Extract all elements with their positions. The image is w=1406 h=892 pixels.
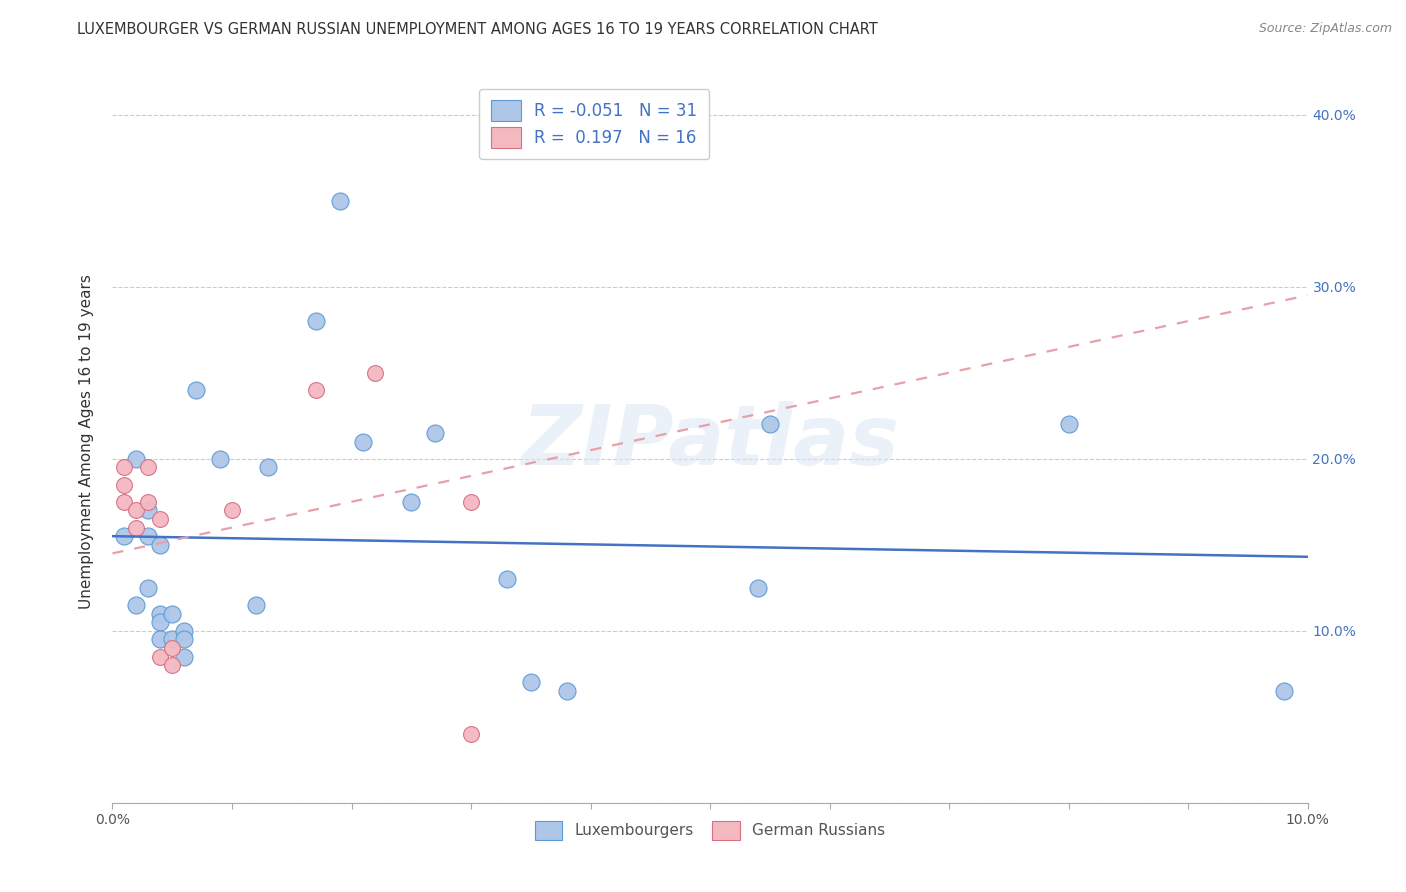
Point <box>125 520 148 534</box>
Point <box>221 503 243 517</box>
Y-axis label: Unemployment Among Ages 16 to 19 years: Unemployment Among Ages 16 to 19 years <box>79 274 94 609</box>
Point <box>149 607 172 621</box>
Point <box>138 494 160 508</box>
Point <box>162 632 183 647</box>
Point <box>149 512 172 526</box>
Point <box>162 607 183 621</box>
Point <box>125 503 148 517</box>
Legend: Luxembourgers, German Russians: Luxembourgers, German Russians <box>529 815 891 846</box>
Point <box>125 598 148 612</box>
Point <box>138 529 160 543</box>
Point <box>114 460 135 475</box>
Point <box>209 451 232 466</box>
Point <box>149 538 172 552</box>
Point <box>555 684 578 698</box>
Point <box>173 649 195 664</box>
Point <box>173 624 195 638</box>
Point <box>759 417 782 432</box>
Point <box>401 494 423 508</box>
Point <box>138 460 160 475</box>
Point <box>173 632 195 647</box>
Point <box>125 451 148 466</box>
Point <box>353 434 375 449</box>
Point <box>329 194 352 208</box>
Point <box>114 494 135 508</box>
Point <box>305 383 328 397</box>
Point <box>257 460 280 475</box>
Point <box>364 366 387 380</box>
Text: Source: ZipAtlas.com: Source: ZipAtlas.com <box>1258 22 1392 36</box>
Point <box>460 494 482 508</box>
Point <box>425 425 447 440</box>
Point <box>149 632 172 647</box>
Point <box>162 640 183 655</box>
Point <box>149 649 172 664</box>
Point <box>305 314 328 328</box>
Point <box>186 383 208 397</box>
Point <box>1272 684 1295 698</box>
Point <box>138 581 160 595</box>
Point <box>162 658 183 673</box>
Point <box>114 529 135 543</box>
Text: ZIPatlas: ZIPatlas <box>522 401 898 482</box>
Point <box>138 503 160 517</box>
Point <box>114 477 135 491</box>
Point <box>747 581 769 595</box>
Point <box>520 675 543 690</box>
Point <box>1057 417 1080 432</box>
Point <box>149 615 172 630</box>
Text: LUXEMBOURGER VS GERMAN RUSSIAN UNEMPLOYMENT AMONG AGES 16 TO 19 YEARS CORRELATIO: LUXEMBOURGER VS GERMAN RUSSIAN UNEMPLOYM… <box>77 22 879 37</box>
Point <box>496 572 519 586</box>
Point <box>245 598 267 612</box>
Point <box>460 727 482 741</box>
